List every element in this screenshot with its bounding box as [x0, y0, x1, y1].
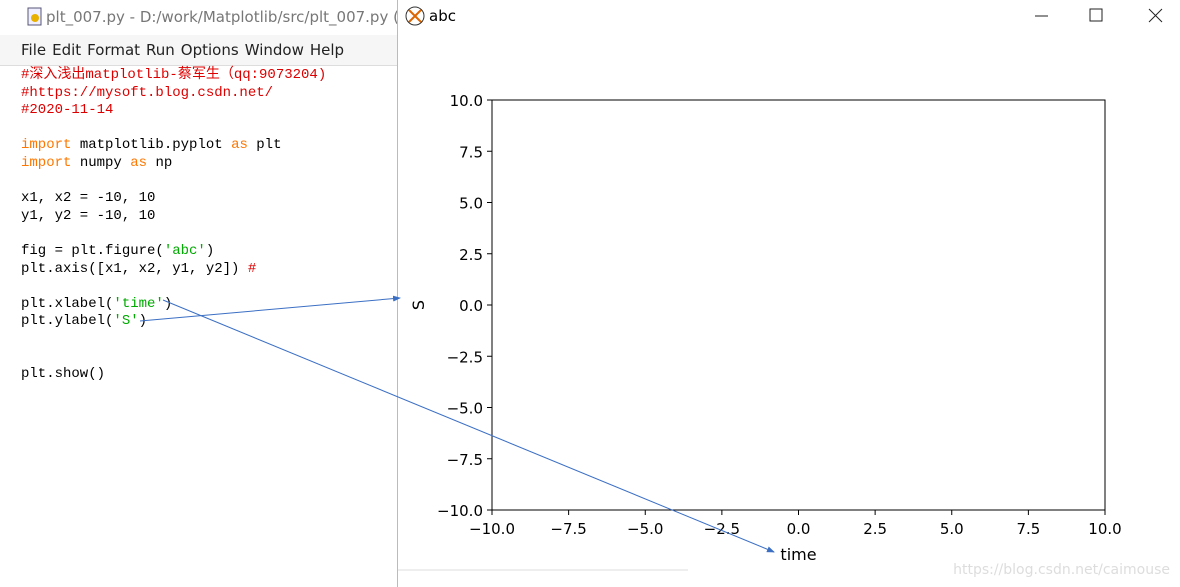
- x-tick-label: −7.5: [550, 520, 586, 538]
- code-token: np: [147, 154, 173, 171]
- app-icon-mark: [408, 9, 422, 23]
- x-tick-label: −10.0: [469, 520, 515, 538]
- code-line: [21, 278, 326, 296]
- code-token: plt.show(): [21, 366, 106, 383]
- code-token: ): [205, 242, 215, 259]
- menu-bar: [0, 35, 397, 66]
- code-line: #2020-11-14: [21, 102, 326, 120]
- code-line: plt.xlabel('time'): [21, 296, 326, 314]
- y-tick-label: 0.0: [459, 297, 483, 315]
- code-token: plt: [247, 137, 282, 154]
- code-token: matplotlib.pyplot: [71, 137, 232, 154]
- x-tick-label: 10.0: [1088, 520, 1121, 538]
- maximize-button[interactable]: [1089, 8, 1103, 22]
- window-title: plt_007.py - D:/work/Matplotlib/src/plt_…: [46, 8, 398, 26]
- window-title: abc: [429, 7, 456, 25]
- code-line: [21, 331, 326, 349]
- code-line: plt.axis([x1, x2, y1, y2]) #: [21, 261, 326, 279]
- y-axis-label: S: [409, 300, 428, 310]
- code-token: ): [138, 313, 148, 330]
- y-tick-label: 2.5: [459, 246, 483, 264]
- code-line: [21, 120, 326, 138]
- code-token: as: [231, 137, 248, 154]
- menu-item[interactable]: Help: [309, 41, 345, 59]
- code-token: plt.xlabel(: [21, 295, 114, 312]
- code-line: [21, 349, 326, 367]
- x-tick-label: 5.0: [940, 520, 964, 538]
- code-token: #: [247, 260, 257, 277]
- code-token: plt.ylabel(: [21, 313, 114, 330]
- file-icon: [27, 7, 42, 26]
- y-tick-label: 10.0: [450, 92, 483, 110]
- code-line: fig = plt.figure('abc'): [21, 243, 326, 261]
- code-line: [21, 173, 326, 191]
- y-tick-label: −2.5: [447, 348, 483, 366]
- editor-window: plt_007.py - D:/work/Matplotlib/src/plt_…: [0, 0, 398, 587]
- code-token: 'abc': [163, 242, 206, 259]
- menu-item[interactable]: Format: [87, 41, 141, 59]
- menu: File Edit Format Run Options Window Help: [21, 41, 350, 59]
- menu-item[interactable]: Window: [244, 41, 304, 59]
- code-token: as: [130, 154, 148, 171]
- code-token: #2020-11-14: [21, 102, 114, 119]
- code-line: [21, 225, 326, 243]
- code-token: numpy: [71, 154, 131, 171]
- menu-item[interactable]: Edit: [52, 41, 82, 59]
- code-line: y1, y2 = -10, 10: [21, 208, 326, 226]
- code-line: plt.show(): [21, 366, 326, 384]
- x-tick-label: 2.5: [863, 520, 887, 538]
- figure-window: abc −10.0 −7.5 −5.0 −2.5 0.0 2.5 5.0 7.5 10.0−10…: [398, 6, 1163, 571]
- code-token: 'time': [113, 295, 164, 312]
- code-token: fig = plt.figure(: [21, 242, 164, 259]
- code-token: ): [163, 295, 173, 312]
- y-tick-label: −7.5: [447, 451, 483, 469]
- code-line: #https://mysoft.blog.csdn.net/: [21, 85, 326, 103]
- y-tick-label: 5.0: [459, 195, 483, 213]
- menu-item[interactable]: File: [21, 41, 47, 59]
- code-line: #深入浅出matplotlib-蔡军生（qq:9073204): [21, 67, 326, 85]
- code-token: import: [21, 154, 72, 171]
- x-axis-label: time: [780, 545, 816, 564]
- code-line: x1, x2 = -10, 10: [21, 190, 326, 208]
- code: #深入浅出matplotlib-蔡军生（qq:9073204) #https://…: [21, 67, 326, 384]
- x-tick-label: −5.0: [627, 520, 663, 538]
- x-tick-label: 7.5: [1016, 520, 1040, 538]
- code-token: #深入浅出matplotlib-蔡军生（qq:9073204): [21, 67, 327, 83]
- code-line: import numpy as np: [21, 155, 326, 173]
- y-tick-label: −5.0: [447, 400, 483, 418]
- code-token: y1, y2 = -10, 10: [21, 207, 156, 224]
- code-token: plt.axis([x1, x2, y1, y2]): [21, 260, 248, 277]
- close-button[interactable]: [1148, 8, 1163, 23]
- menu-item[interactable]: Run: [146, 41, 175, 59]
- menu-item[interactable]: Options: [180, 41, 239, 59]
- code-line: import matplotlib.pyplot as plt: [21, 137, 326, 155]
- code-token: import: [21, 137, 72, 154]
- code-token: #https://mysoft.blog.csdn.net/: [21, 84, 274, 101]
- code-token: 'S': [113, 313, 139, 330]
- plot: −10.0 −7.5 −5.0 −2.5 0.0 2.5 5.0 7.5 10.0 −10.0 −7…: [409, 92, 1122, 564]
- code-token: x1, x2 = -10, 10: [21, 190, 156, 207]
- axes-frame: [491, 99, 1106, 511]
- y-tick-label: −10.0: [437, 502, 483, 520]
- y-tick-label: 7.5: [459, 143, 483, 161]
- x-tick-label: 0.0: [787, 520, 811, 538]
- x-tick-label: −2.5: [704, 520, 740, 538]
- code-line: plt.ylabel('S'): [21, 313, 326, 331]
